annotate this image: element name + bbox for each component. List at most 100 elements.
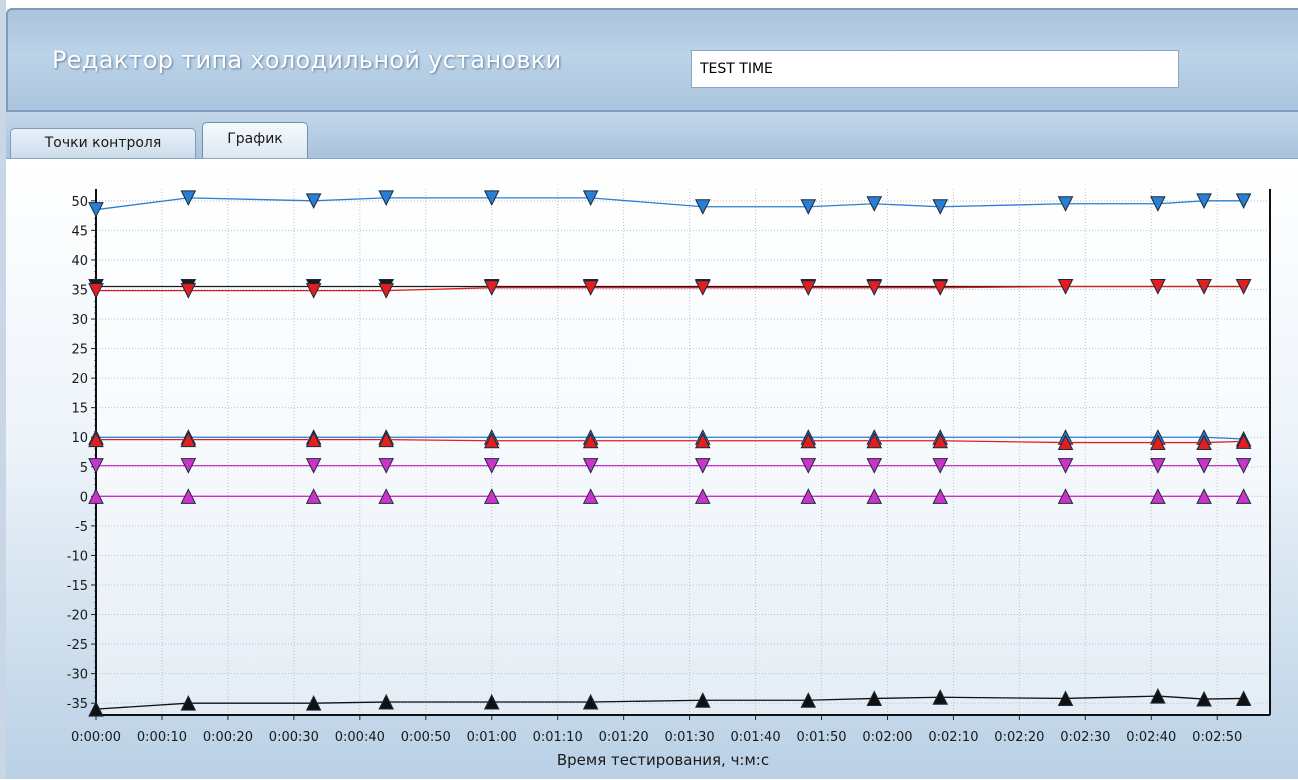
series-4-point: [1235, 433, 1252, 449]
series-6-point: [88, 488, 104, 504]
series-line-3: [96, 436, 1244, 440]
series-5-point: [88, 458, 104, 474]
x-tick-label: 0:01:20: [599, 730, 649, 745]
y-tick-label: 35: [71, 283, 88, 298]
series-4-point: [582, 432, 599, 449]
series-4-point: [1196, 434, 1212, 451]
series-line-0: [95, 197, 1244, 211]
tab-bar: Точки контроля График: [6, 112, 1298, 158]
series-5-point: [1150, 458, 1166, 474]
series-4-point: [932, 432, 949, 449]
series-6-point: [1150, 488, 1166, 504]
series-5-point: [800, 458, 817, 474]
series-0-point: [378, 190, 395, 206]
series-7-point: [180, 695, 197, 711]
y-tick-label: -20: [67, 609, 88, 624]
series-0-point: [800, 199, 817, 215]
series-4-point: [483, 432, 500, 449]
series-7-point: [88, 700, 104, 717]
series-7-point: [305, 695, 322, 711]
series-0-point: [1196, 193, 1212, 209]
y-tick-label: 50: [71, 195, 88, 210]
x-tick-label: 0:00:40: [335, 730, 385, 745]
x-tick-label: 0:02:00: [862, 730, 912, 745]
series-2-point: [1235, 279, 1252, 295]
series-5-point: [1235, 458, 1252, 474]
series-7-point: [1057, 690, 1074, 706]
series-6-point: [932, 488, 949, 504]
y-tick-label: 45: [71, 224, 88, 239]
series-4-point: [800, 432, 817, 449]
series-2-point: [483, 280, 500, 296]
series-4-point: [180, 431, 197, 448]
x-tick-label: 0:00:30: [269, 730, 319, 745]
series-6-point: [378, 488, 395, 504]
series-6-point: [180, 488, 197, 504]
series-4-point: [866, 432, 883, 449]
unit-type-name-input[interactable]: [691, 50, 1179, 88]
x-tick-label: 0:02:20: [994, 730, 1044, 745]
series-4-point: [88, 431, 104, 448]
series-7-point: [694, 692, 711, 708]
series-7-point: [1235, 690, 1252, 706]
series-2-point: [88, 283, 104, 299]
series-5-point: [932, 458, 949, 474]
series-5-point: [866, 458, 883, 474]
x-tick-label: 0:00:10: [137, 730, 187, 745]
series-6-point: [305, 488, 322, 504]
series-5-point: [180, 458, 197, 474]
series-5-point: [694, 458, 711, 474]
series-0-point: [305, 193, 322, 209]
series-0-point: [694, 199, 711, 215]
x-tick-label: 0:02:30: [1060, 730, 1110, 745]
series-2-point: [694, 280, 711, 296]
series-2-point: [866, 280, 883, 296]
series-line-4: [96, 438, 1244, 444]
page-title: Редактор типа холодильной установки: [52, 46, 562, 74]
series-4-point: [1057, 434, 1074, 451]
series-0-point: [582, 190, 599, 206]
series-7-point: [378, 693, 395, 710]
series-0-point: [88, 202, 104, 218]
series-6-point: [1196, 488, 1212, 504]
series-2-point: [378, 283, 395, 299]
y-tick-label: 25: [71, 343, 88, 358]
series-5-point: [1057, 458, 1074, 474]
series-6-point: [1057, 488, 1074, 504]
series-7-point: [800, 692, 817, 708]
series-line-7: [95, 695, 1244, 710]
series-0-point: [932, 199, 949, 215]
series-0-point: [1150, 196, 1166, 212]
test-chart: 50454035302520151050-5-10-15-20-25-30-35…: [67, 189, 1271, 769]
series-2-point: [1150, 279, 1166, 295]
tab-control-points[interactable]: Точки контроля: [10, 128, 196, 158]
y-tick-label: 10: [71, 431, 88, 446]
series-0-point: [180, 190, 197, 206]
series-6-point: [1235, 488, 1252, 504]
tab-chart[interactable]: График: [202, 122, 308, 158]
x-axis-title: Время тестирования, ч:м:с: [557, 751, 769, 769]
y-tick-label: -5: [75, 520, 88, 535]
series-2-point: [305, 283, 322, 299]
x-tick-label: 0:01:50: [796, 730, 846, 745]
x-tick-label: 0:00:20: [203, 730, 253, 745]
x-tick-label: 0:01:00: [467, 730, 517, 745]
series-line-2: [96, 285, 1244, 292]
series-7-point: [932, 689, 949, 705]
series-6-point: [866, 488, 883, 504]
series-4-point: [1150, 434, 1166, 451]
plot-area: [96, 189, 1270, 715]
series-2-point: [582, 280, 599, 296]
series-5-point: [582, 458, 599, 474]
y-tick-label: 40: [71, 254, 88, 269]
series-5-point: [1196, 458, 1212, 474]
window-left-edge: [0, 0, 6, 779]
editor-header: Редактор типа холодильной установки: [6, 8, 1298, 112]
y-tick-label: 20: [71, 372, 88, 387]
series-7-point: [1150, 687, 1166, 704]
x-tick-label: 0:02:40: [1126, 730, 1176, 745]
series-2-point: [1057, 279, 1074, 295]
y-tick-label: -25: [67, 638, 88, 653]
y-tick-label: -30: [67, 668, 88, 683]
series-6-point: [800, 488, 817, 504]
